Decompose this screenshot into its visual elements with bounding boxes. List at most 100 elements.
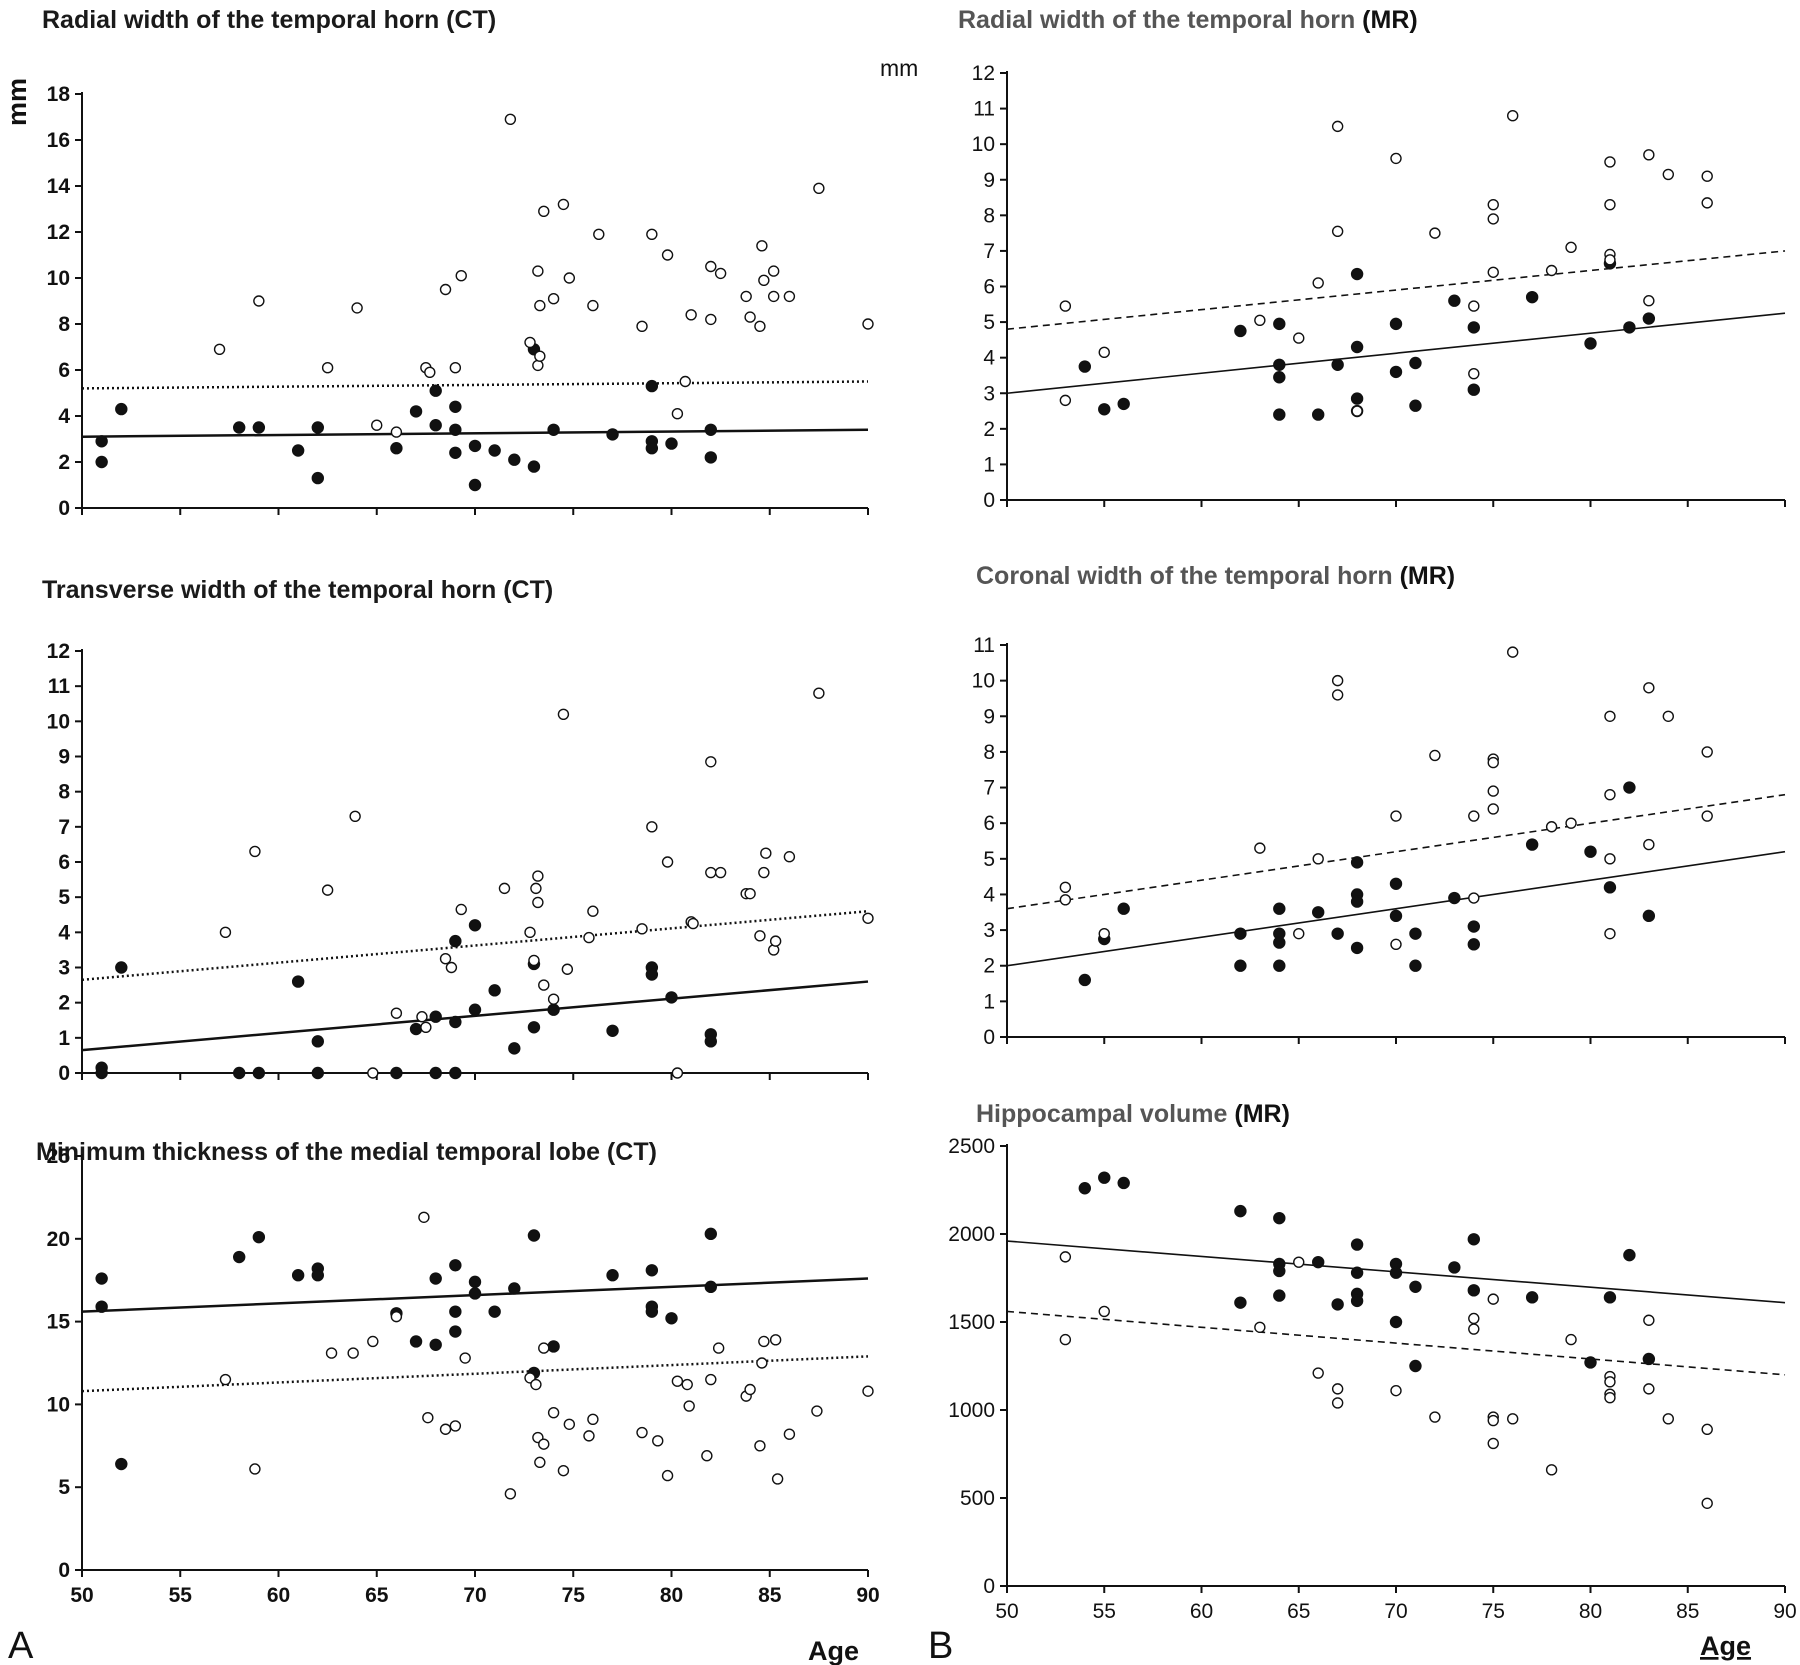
data-point-filled	[1642, 1352, 1656, 1366]
x-tick-label: 50	[995, 1600, 1018, 1623]
data-point-open	[744, 887, 756, 900]
data-point-filled	[468, 478, 482, 492]
data-point-open	[813, 687, 825, 699]
data-point-open	[1468, 892, 1480, 904]
data-point-filled	[665, 991, 678, 1004]
data-point-open	[534, 299, 546, 312]
y-tick-label: 8	[983, 204, 995, 227]
data-point-open	[679, 375, 691, 388]
data-point-open	[1059, 394, 1072, 407]
data-point-open	[416, 1011, 428, 1023]
x-tick-label: 90	[856, 1584, 879, 1607]
data-point-filled	[1331, 1298, 1344, 1311]
chart-5: Coronal width of the temporal horn (MR) 0…	[972, 562, 1786, 1049]
x-tick-label: 55	[169, 1584, 193, 1607]
data-point-open	[219, 1373, 232, 1386]
data-point-filled	[645, 442, 659, 455]
chart-6: Hippocampal volume (MR) 0 500 1000 1500 2000 2…	[948, 1100, 1796, 1661]
y-tick-label: 2000	[948, 1223, 995, 1246]
data-point-open	[557, 1464, 570, 1477]
data-point-filled	[1467, 920, 1481, 933]
data-point-open	[498, 882, 511, 895]
panel-label-a: A	[8, 1625, 34, 1665]
data-point-open	[1565, 1333, 1577, 1346]
data-point-filled	[468, 1275, 482, 1289]
data-point-filled	[606, 1024, 619, 1038]
data-point-filled	[291, 975, 305, 988]
data-point-open	[583, 931, 595, 944]
data-point-open	[1701, 170, 1713, 182]
data-point-filled	[1409, 1280, 1422, 1294]
data-point-open	[1293, 1256, 1305, 1268]
data-point-open	[1293, 927, 1305, 940]
data-point-filled	[1525, 1291, 1539, 1304]
y-tick-label: 9	[983, 169, 995, 192]
data-point-open	[681, 1378, 693, 1391]
x-tick-label: 80	[660, 1584, 683, 1607]
data-point-filled	[95, 1066, 108, 1080]
y-tick-label: 1	[58, 1027, 70, 1050]
data-point-filled	[1098, 1171, 1111, 1184]
y-tick-label: 4	[983, 347, 995, 370]
chart-title: Coronal width of the temporal horn (MR)	[976, 562, 1455, 590]
data-point-open	[636, 1426, 648, 1439]
y-tick-label: 0	[58, 1062, 70, 1085]
y-tick-label: 0	[983, 489, 995, 512]
y-tick-label: 9	[58, 746, 70, 769]
y-tick-label: 14	[47, 175, 71, 198]
data-point-open	[1059, 1333, 1072, 1346]
data-point-open	[1643, 838, 1655, 851]
data-point-open	[253, 295, 265, 307]
data-point-open	[783, 1428, 796, 1440]
data-point-open	[321, 884, 334, 896]
data-point-filled	[1273, 1211, 1286, 1225]
data-point-open	[744, 311, 756, 323]
data-point-open	[1059, 1251, 1072, 1263]
y-tick-label: 10	[47, 710, 70, 733]
data-point-filled	[1273, 371, 1286, 384]
x-tick-label: 85	[758, 1584, 782, 1607]
data-point-open	[538, 1342, 550, 1354]
data-point-open	[1098, 346, 1110, 359]
data-point-open	[390, 1007, 403, 1019]
data-point-filled	[1117, 397, 1130, 411]
data-point-filled	[1350, 392, 1364, 405]
data-point-open	[532, 870, 544, 882]
data-point-filled	[1603, 1291, 1617, 1304]
data-point-filled	[527, 1229, 541, 1242]
data-point-filled	[1350, 941, 1364, 955]
chart-4: Radial width of the temporal horn (MR) 0 1…	[880, 6, 1786, 512]
chart-title-suffix: (MR)	[1227, 1100, 1289, 1128]
data-point-open	[1468, 1323, 1480, 1335]
chart-title: Radial width of the temporal horn (MR)	[958, 6, 1418, 34]
data-point-filled	[606, 428, 619, 441]
data-point-open	[1429, 227, 1441, 239]
trend-line-solid	[1006, 850, 1786, 967]
data-point-open	[321, 362, 334, 374]
data-point-open	[1331, 225, 1344, 238]
y-tick-label: 20	[47, 1228, 70, 1251]
data-point-filled	[409, 405, 423, 418]
data-point-filled	[1525, 838, 1539, 851]
data-point-open	[530, 882, 542, 895]
data-point-open	[528, 954, 540, 967]
series-open	[1059, 1251, 1713, 1509]
y-tick-label: 1	[983, 453, 995, 476]
data-point-filled	[547, 1003, 560, 1016]
data-point-open	[530, 1378, 542, 1391]
data-point-open	[1604, 927, 1616, 940]
data-point-open	[1331, 689, 1344, 701]
data-point-filled	[1409, 399, 1422, 412]
data-point-open	[1487, 1437, 1499, 1450]
data-point-open	[593, 228, 605, 241]
data-point-open	[563, 1418, 576, 1430]
data-point-open	[557, 198, 570, 211]
data-point-open	[532, 359, 544, 372]
data-point-filled	[449, 1305, 462, 1318]
data-point-open	[371, 419, 383, 431]
data-point-filled	[1350, 1238, 1364, 1251]
data-point-filled	[95, 455, 108, 469]
data-point-open	[1701, 1423, 1713, 1436]
x-tick-label: 50	[70, 1584, 93, 1607]
